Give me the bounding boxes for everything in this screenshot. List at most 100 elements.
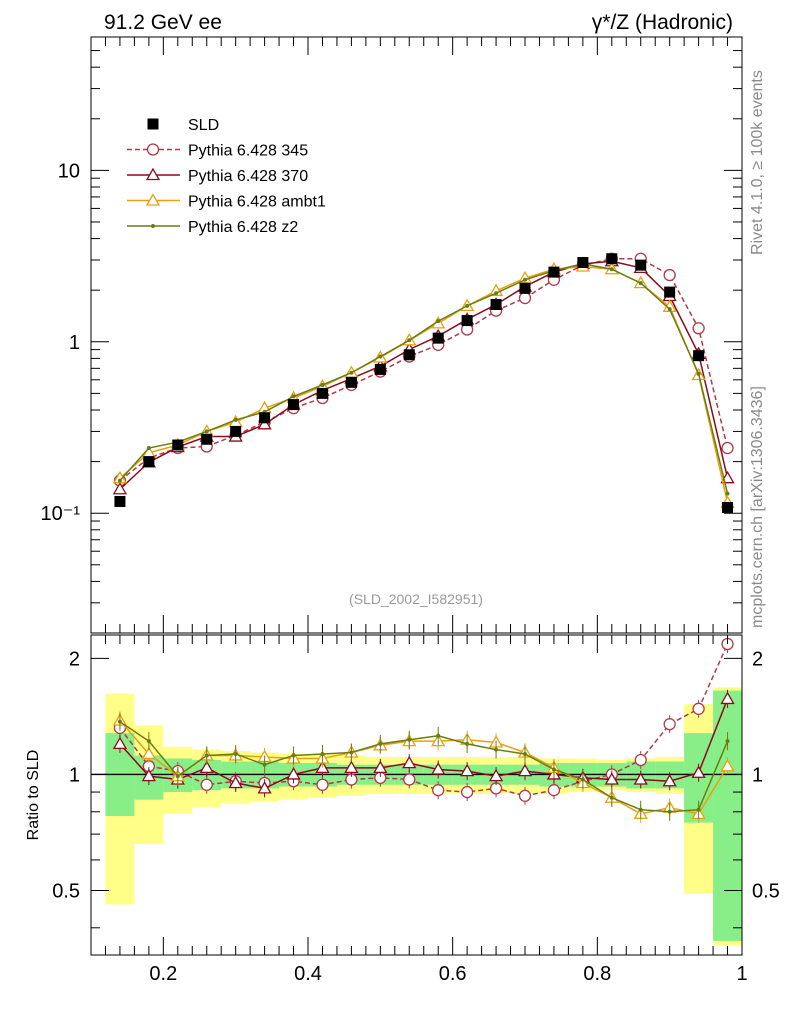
data-point xyxy=(667,307,672,312)
data-point xyxy=(117,719,122,724)
legend-item: Pythia 6.428 370 xyxy=(127,167,308,185)
data-point xyxy=(141,768,156,782)
data-point xyxy=(523,277,527,282)
uncertainty-band-stat xyxy=(713,690,742,941)
data-point xyxy=(725,739,730,744)
main-y-tick-label: 10 xyxy=(58,160,80,182)
data-point xyxy=(141,746,156,760)
legend-label: SLD xyxy=(188,117,219,134)
data-point xyxy=(720,758,735,772)
legend-label: Pythia 6.428 ambt1 xyxy=(188,194,326,211)
data-point xyxy=(633,772,648,785)
data-point xyxy=(461,315,473,327)
data-point xyxy=(460,785,474,799)
data-point xyxy=(316,387,328,399)
series-line xyxy=(119,698,729,790)
data-point xyxy=(432,784,445,797)
data-point xyxy=(664,286,676,298)
data-point xyxy=(494,747,499,752)
ratio-y-tick-label-right: 1 xyxy=(752,764,763,786)
data-point xyxy=(112,736,128,750)
data-point xyxy=(291,753,296,758)
data-point xyxy=(609,267,614,272)
data-point xyxy=(494,291,499,296)
data-point xyxy=(201,433,213,445)
data-point xyxy=(663,718,676,731)
data-point xyxy=(257,417,272,430)
rivet-version-label: Rivet 4.1.0, ≥ 100k events xyxy=(749,70,766,255)
legend-item: Pythia 6.428 ambt1 xyxy=(127,193,326,211)
data-point xyxy=(320,382,325,387)
legend-item: Pythia 6.428 345 xyxy=(127,143,308,160)
data-point xyxy=(667,809,672,814)
data-point xyxy=(580,777,585,782)
data-point xyxy=(114,496,126,508)
data-point xyxy=(465,741,470,746)
data-point xyxy=(407,338,412,343)
legend-item: Pythia 6.428 z2 xyxy=(127,219,298,236)
data-point xyxy=(403,773,416,786)
ratio-y-tick-label-right: 0.5 xyxy=(752,880,780,902)
data-point xyxy=(228,775,243,789)
data-point xyxy=(257,781,272,794)
data-point xyxy=(548,266,560,278)
data-point xyxy=(547,784,561,797)
data-point xyxy=(112,481,128,495)
data-point xyxy=(403,349,415,361)
data-point xyxy=(199,760,214,774)
ratio-y-tick-label: 1 xyxy=(69,764,80,786)
data-point xyxy=(146,739,151,744)
data-point xyxy=(488,768,504,782)
data-point xyxy=(691,765,706,778)
ratio-x-tick-label: 0.6 xyxy=(439,963,467,985)
data-point xyxy=(175,774,180,779)
data-point xyxy=(638,281,643,286)
legend-item: SLD xyxy=(147,117,219,134)
data-point xyxy=(488,283,504,297)
header-energy-label: 91.2 GeV ee xyxy=(104,11,222,34)
data-point xyxy=(662,773,677,787)
ratio-y-axis-label: Ratio to SLD xyxy=(25,750,42,841)
series-line xyxy=(119,263,729,494)
data-point xyxy=(517,763,533,777)
data-point xyxy=(518,291,532,305)
data-point xyxy=(720,691,735,705)
data-point xyxy=(692,702,705,715)
data-point xyxy=(147,118,159,130)
data-point xyxy=(374,363,386,375)
data-point xyxy=(465,303,470,308)
data-point xyxy=(320,751,325,756)
series-line xyxy=(119,643,729,797)
data-point xyxy=(635,259,647,271)
data-point xyxy=(490,299,502,311)
data-point xyxy=(204,753,209,758)
legend-label: Pythia 6.428 z2 xyxy=(188,219,298,236)
data-point xyxy=(172,439,184,451)
data-point xyxy=(634,753,647,767)
data-point xyxy=(693,350,705,362)
data-point xyxy=(145,167,161,181)
data-point xyxy=(349,750,354,755)
data-point xyxy=(345,376,357,388)
data-point xyxy=(204,429,209,434)
data-point xyxy=(577,257,589,269)
ratio-x-tick-label: 1 xyxy=(736,963,747,985)
data-point xyxy=(378,741,383,746)
data-point xyxy=(146,446,151,451)
data-point xyxy=(349,370,354,375)
main-plot-frame xyxy=(90,36,743,634)
data-point xyxy=(145,193,161,206)
ratio-series xyxy=(117,712,730,821)
data-point xyxy=(523,751,527,756)
data-point xyxy=(551,767,556,772)
data-point xyxy=(721,441,734,455)
data-point xyxy=(230,425,242,437)
legend-label: Pythia 6.428 370 xyxy=(188,168,308,185)
ratio-x-tick-label: 0.8 xyxy=(583,963,611,985)
data-point xyxy=(288,399,300,411)
ratio-x-tick-label: 0.2 xyxy=(149,963,177,985)
data-point xyxy=(436,733,441,738)
data-point xyxy=(432,332,444,344)
data-point xyxy=(606,253,618,265)
main-series xyxy=(114,253,734,513)
